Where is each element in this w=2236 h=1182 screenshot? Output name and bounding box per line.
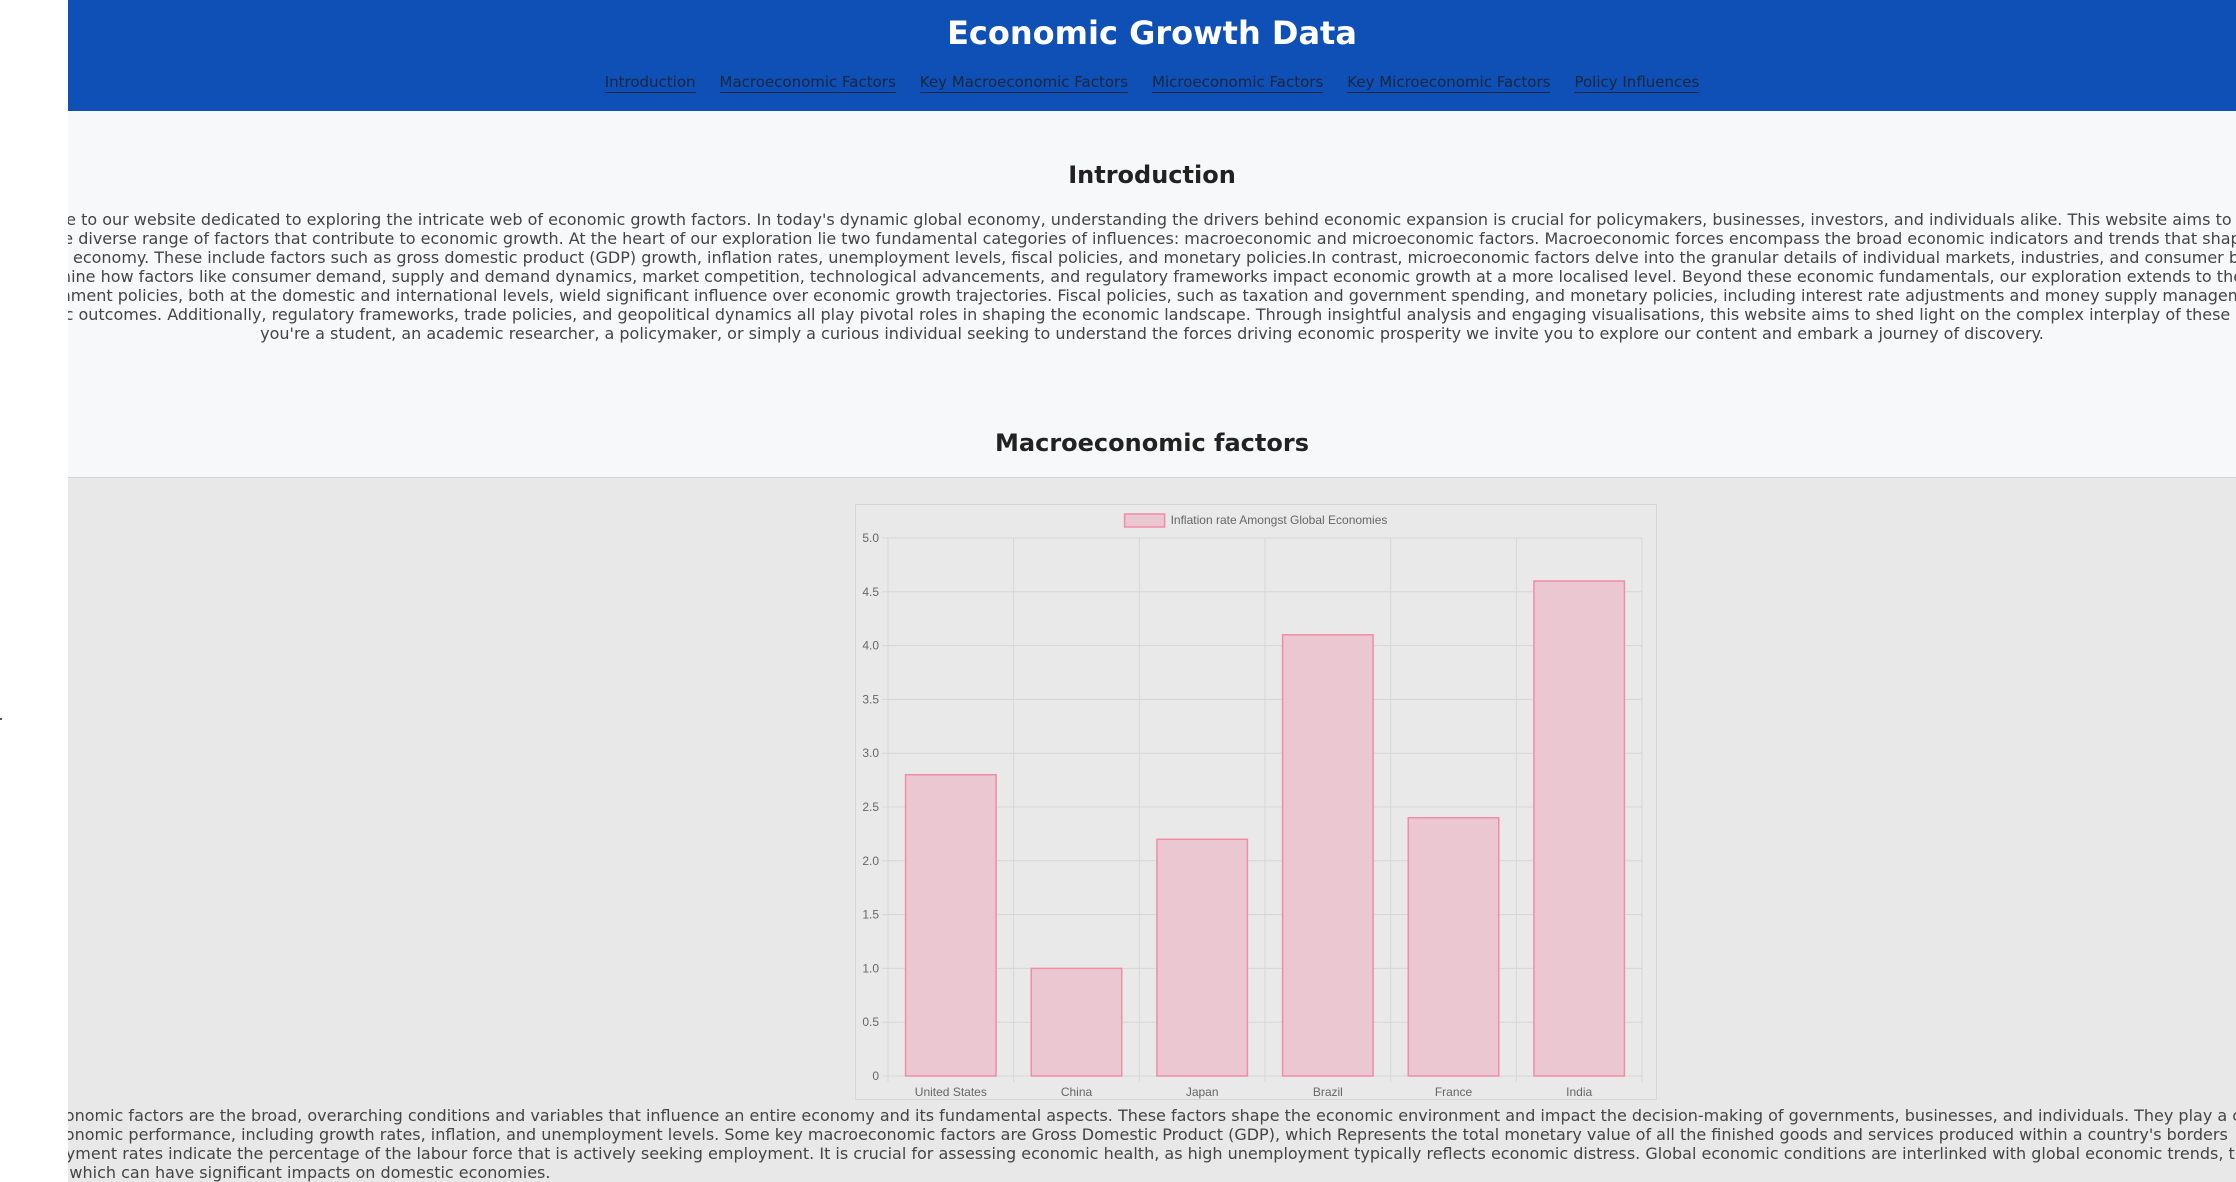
y-tick-label: 0.5 xyxy=(862,1015,879,1029)
x-tick-label: China xyxy=(1061,1085,1093,1099)
bar xyxy=(904,773,997,1077)
intro-line: 's economy. These include factors such a… xyxy=(68,248,2236,267)
y-tick-label: 3.0 xyxy=(862,746,879,760)
macro-line: oyment rates indicate the percentage of … xyxy=(68,1144,2235,1163)
intro-line: nic outcomes. Additionally, regulatory f… xyxy=(68,305,2236,324)
macro-line: conomic factors are the broad, overarchi… xyxy=(68,1106,2236,1125)
y-tick-label: 1.0 xyxy=(862,961,879,975)
site-header: Economic Growth Data Introduction Macroe… xyxy=(68,0,2236,111)
nav-link-macroeconomic-factors[interactable]: Macroeconomic Factors xyxy=(719,73,896,93)
intro-line: you're a student, an academic researcher… xyxy=(260,324,2044,343)
legend-label: Inflation rate Amongst Global Economies xyxy=(1171,513,1388,527)
macro-line: conomic performance, including growth ra… xyxy=(68,1125,2228,1144)
intro-heading: Introduction xyxy=(1068,161,1236,189)
main-nav: Introduction Macroeconomic Factors Key M… xyxy=(68,72,2236,93)
page: Economic Growth Data Introduction Macroe… xyxy=(68,0,2236,1182)
x-tick-label: Brazil xyxy=(1313,1085,1343,1099)
intro-paragraph: me to our website dedicated to exploring… xyxy=(68,210,2236,343)
y-tick-label: 4.0 xyxy=(862,639,879,653)
nav-link-introduction[interactable]: Introduction xyxy=(604,73,696,93)
stray-dot xyxy=(0,718,2,720)
intro-line: e diverse range of factors that contribu… xyxy=(68,229,2236,248)
y-tick-label: 1.5 xyxy=(862,908,879,922)
bar xyxy=(1156,838,1249,1077)
intro-line: me to our website dedicated to exploring… xyxy=(68,210,2236,229)
x-tick-label: Japan xyxy=(1186,1085,1219,1099)
nav-link-key-microeconomic-factors[interactable]: Key Microeconomic Factors xyxy=(1347,73,1551,93)
chart-svg: 0 0.5 1.0 1.5 2.0 2.5 3.0 3.5 4.0 4.5 5.0 United St… xyxy=(862,513,1643,1099)
nav-link-key-macroeconomic-factors[interactable]: Key Macroeconomic Factors xyxy=(919,73,1129,93)
y-tick-label: 5.0 xyxy=(862,531,879,545)
x-tick-label: United States xyxy=(915,1085,987,1099)
y-tick-label: 0 xyxy=(872,1069,879,1083)
intro-line: nment policies, both at the domestic and… xyxy=(68,286,2236,305)
nav-link-policy-influences[interactable]: Policy Influences xyxy=(1574,73,1700,93)
y-tick-label: 4.5 xyxy=(862,585,879,599)
legend-swatch xyxy=(1123,513,1166,528)
bar xyxy=(1030,967,1123,1077)
x-tick-label: India xyxy=(1566,1085,1592,1099)
macro-line: s which can have significant impacts on … xyxy=(68,1163,551,1182)
site-title: Economic Growth Data xyxy=(947,14,1357,52)
x-tick-label: France xyxy=(1435,1085,1473,1099)
y-tick-label: 3.5 xyxy=(862,692,879,706)
nav-link-microeconomic-factors[interactable]: Microeconomic Factors xyxy=(1152,73,1324,93)
intro-line: nine how factors like consumer demand, s… xyxy=(68,267,2236,286)
inflation-chart: 0 0.5 1.0 1.5 2.0 2.5 3.0 3.5 4.0 4.5 5.0 United St… xyxy=(855,504,1657,1100)
y-tick-label: 2.5 xyxy=(862,800,879,814)
bar xyxy=(1281,634,1374,1077)
bar xyxy=(1407,817,1500,1077)
y-tick-label: 2.0 xyxy=(862,854,879,868)
macro-section: 0 0.5 1.0 1.5 2.0 2.5 3.0 3.5 4.0 4.5 5.0 United St… xyxy=(68,477,2236,1182)
macro-paragraph: conomic factors are the broad, overarchi… xyxy=(68,1106,2236,1182)
macro-heading: Macroeconomic factors xyxy=(995,429,1309,457)
bar xyxy=(1533,580,1626,1077)
